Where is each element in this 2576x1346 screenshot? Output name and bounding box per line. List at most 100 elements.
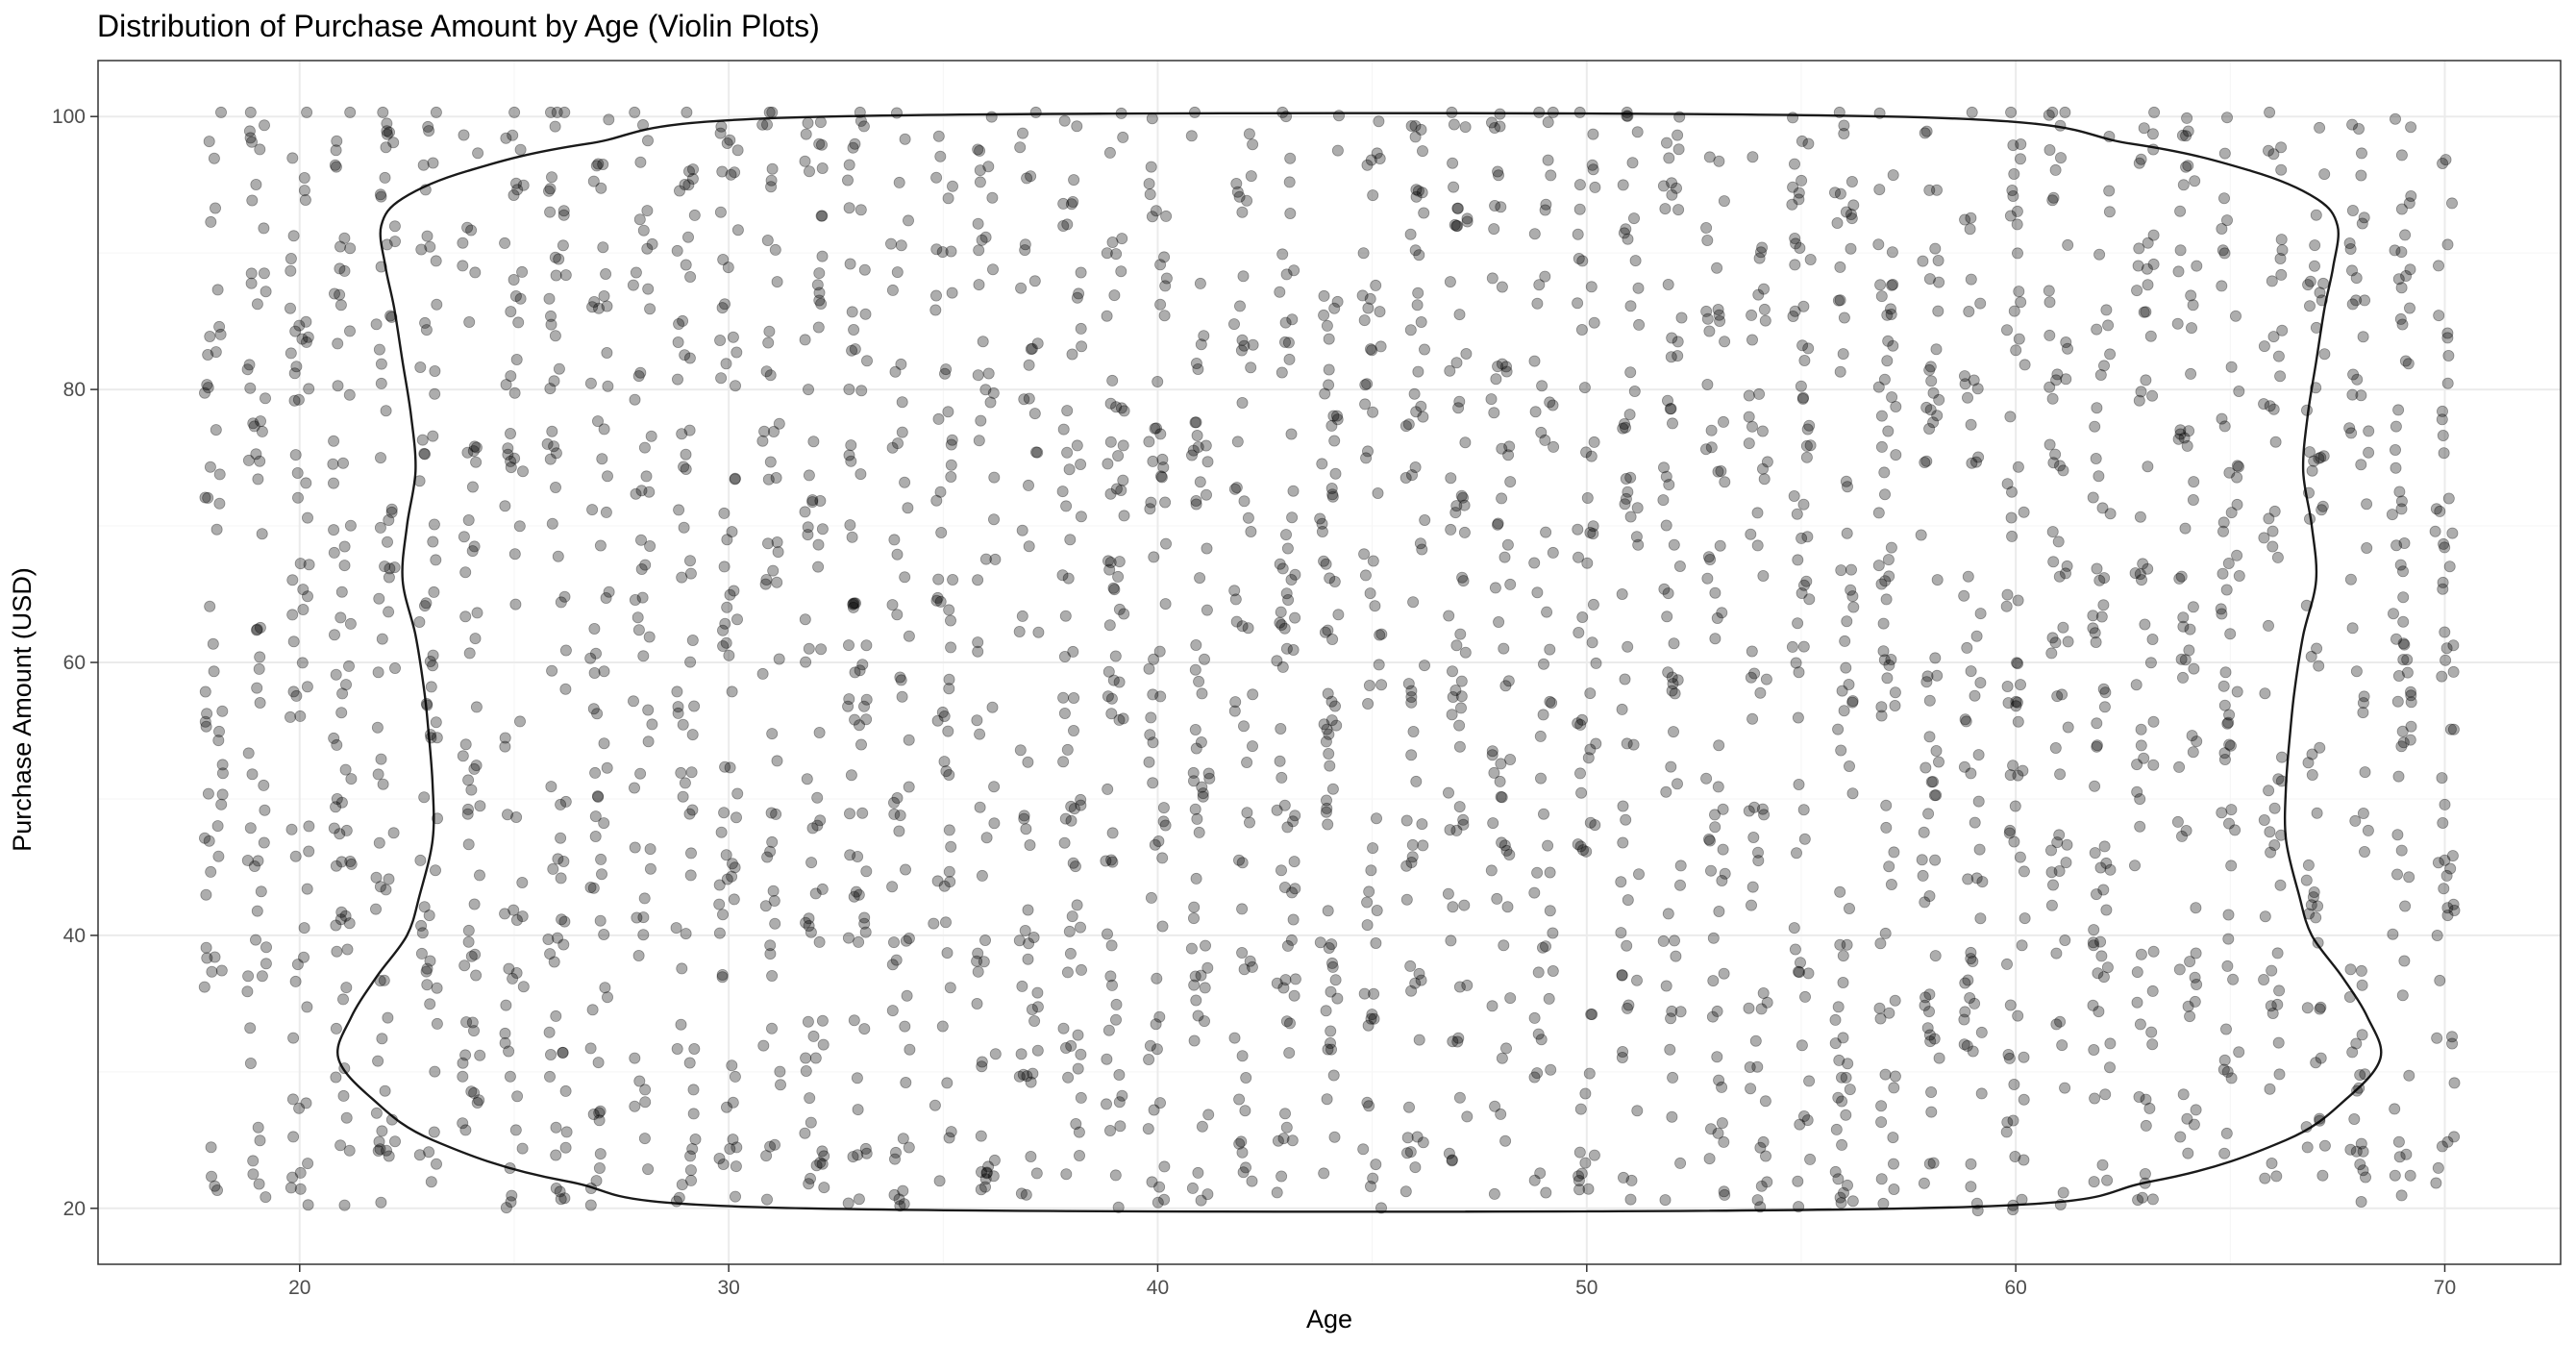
data-point: [1923, 363, 1936, 376]
data-point: [1057, 219, 1070, 232]
data-point: [416, 927, 429, 939]
data-point: [2357, 697, 2369, 710]
data-point: [801, 773, 813, 785]
data-point: [2265, 846, 2277, 859]
data-point: [1666, 188, 1678, 201]
data-point: [1496, 836, 1508, 849]
data-point: [1840, 475, 1852, 487]
data-point: [1157, 802, 1170, 814]
data-point: [1109, 1169, 1122, 1182]
data-point: [1587, 128, 1599, 140]
data-point: [254, 143, 266, 156]
data-point: [517, 179, 530, 191]
data-point: [1061, 966, 1074, 979]
data-point: [215, 964, 228, 977]
data-point: [2096, 1159, 2109, 1171]
data-point: [2179, 522, 2192, 535]
data-point: [1504, 476, 1517, 488]
data-point: [2182, 1000, 2194, 1012]
data-point: [1700, 221, 1713, 234]
data-point: [1108, 289, 1121, 302]
y-tick-label: 40: [63, 925, 86, 947]
data-point: [204, 330, 216, 342]
data-point: [2218, 1054, 2231, 1066]
data-point: [1235, 344, 1248, 357]
data-point: [1616, 969, 1628, 982]
data-point: [1885, 541, 1897, 554]
data-point: [1499, 680, 1512, 692]
data-point: [424, 998, 436, 1010]
data-point: [2104, 863, 2117, 876]
data-point: [1500, 1042, 1513, 1055]
data-point: [853, 888, 865, 901]
data-point: [1872, 507, 1885, 519]
data-point: [1414, 537, 1426, 550]
data-point: [548, 375, 560, 387]
data-point: [473, 869, 485, 882]
data-point: [1757, 570, 1770, 583]
data-point: [1672, 129, 1684, 141]
x-axis-ticks: 20 30 40 50 60 70: [288, 1264, 2456, 1299]
data-point: [1574, 1103, 1587, 1115]
data-point: [903, 214, 915, 227]
data-point: [2389, 443, 2401, 456]
data-point: [813, 727, 826, 739]
data-point: [334, 299, 347, 312]
data-point: [543, 185, 556, 197]
data-point: [1061, 446, 1074, 459]
data-point: [2225, 860, 2238, 872]
data-point: [1116, 233, 1128, 245]
data-point: [2135, 574, 2147, 586]
data-point: [260, 1191, 272, 1204]
data-point: [1201, 488, 1213, 501]
data-point: [1107, 582, 1120, 594]
data-point: [1147, 688, 1159, 701]
data-point: [1621, 106, 1633, 118]
data-point: [1878, 466, 1891, 479]
data-point: [2174, 205, 2187, 217]
data-point: [1618, 1171, 1630, 1184]
data-point: [424, 240, 436, 253]
data-point: [1793, 187, 1805, 199]
data-point: [376, 633, 388, 645]
data-point: [813, 294, 826, 307]
data-point: [1283, 353, 1296, 365]
data-point: [1236, 620, 1249, 633]
data-point: [1023, 540, 1035, 553]
data-point: [427, 649, 439, 661]
data-point: [1320, 1005, 1332, 1017]
data-point: [855, 468, 867, 481]
data-point: [1201, 604, 1213, 616]
data-point: [1793, 193, 1805, 206]
data-point: [1879, 488, 1892, 501]
data-point: [934, 595, 947, 608]
data-point: [1886, 391, 1898, 404]
data-point: [593, 1162, 606, 1175]
data-point: [2390, 868, 2403, 881]
data-point: [2001, 478, 2014, 490]
data-point: [251, 298, 263, 311]
data-point: [848, 1014, 860, 1027]
data-point: [769, 917, 781, 930]
data-point: [974, 728, 986, 740]
data-point: [1321, 1093, 1333, 1106]
data-point: [687, 1108, 700, 1120]
data-point: [1576, 255, 1589, 267]
data-point: [1668, 637, 1680, 650]
data-point: [344, 106, 357, 118]
data-point: [845, 439, 857, 452]
data-point: [1537, 941, 1549, 954]
data-point: [1802, 967, 1815, 980]
data-point: [1285, 428, 1298, 440]
data-point: [1886, 279, 1898, 291]
data-point: [1534, 1167, 1547, 1180]
data-point: [2137, 558, 2149, 570]
data-point: [461, 446, 474, 459]
data-point: [1539, 270, 1551, 283]
data-point: [1842, 481, 1854, 493]
data-point: [2009, 1151, 2021, 1163]
data-point: [1666, 685, 1678, 697]
data-point: [1672, 674, 1684, 686]
data-point: [1573, 551, 1585, 563]
data-point: [550, 1149, 562, 1161]
